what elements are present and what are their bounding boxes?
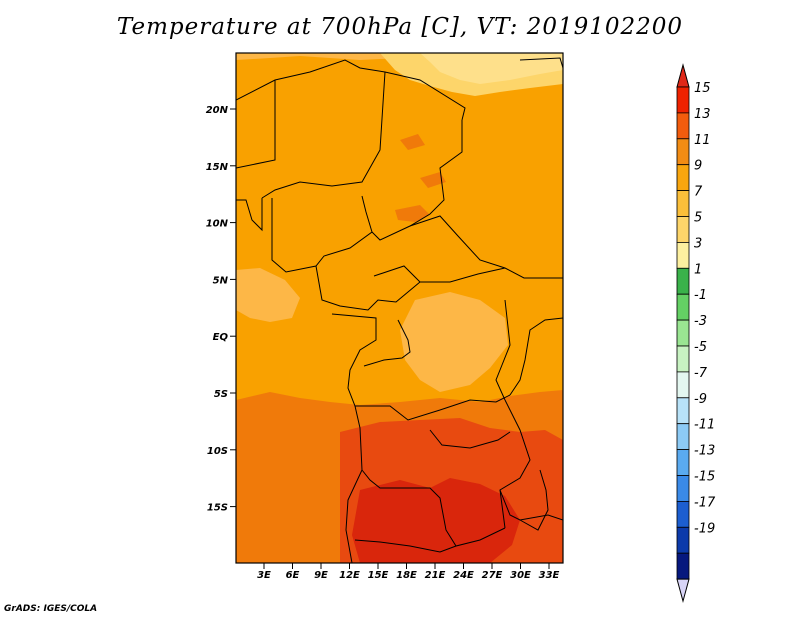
- colorbar-swatch: [676, 112, 690, 140]
- colorbar-swatch: [676, 164, 690, 191]
- lon-tick-label: 6E: [286, 570, 300, 581]
- colorbar-swatch: [676, 526, 690, 554]
- boundary-line: [509, 317, 563, 396]
- boundary-line: [331, 313, 441, 421]
- boundary-line: [371, 120, 463, 241]
- field-lightest-ne: [420, 53, 563, 84]
- colorbar-swatch: [676, 319, 690, 347]
- lat-tick-label: 10N: [206, 219, 229, 230]
- colorbar-label: -1: [694, 288, 707, 303]
- boundary-line: [519, 469, 549, 531]
- grads-credit: GrADS: IGES/COLA: [4, 604, 98, 614]
- boundary-line: [439, 394, 511, 411]
- colorbar-label: -17: [694, 495, 716, 510]
- colorbar-label: 15: [694, 81, 711, 96]
- colorbar-label: 11: [694, 133, 711, 148]
- boundary-line: [429, 429, 511, 449]
- colorbar-label: -13: [694, 444, 715, 459]
- boundary-line: [345, 405, 363, 563]
- colorbar-bottom-arrow: [676, 578, 690, 604]
- field-spot-2: [400, 134, 425, 150]
- boundary-line: [236, 80, 276, 169]
- lat-axis: 20N 15N 10N 5N EQ 5S 10S 15S: [206, 105, 236, 514]
- colorbar-swatch: [676, 475, 690, 502]
- boundary-line: [373, 265, 506, 283]
- lon-tick-label: 15E: [368, 570, 389, 581]
- boundary-line: [499, 489, 563, 521]
- colorbar-swatch: [676, 86, 690, 114]
- lon-tick-label: 24E: [453, 570, 474, 581]
- lat-tick-label: EQ: [213, 332, 229, 343]
- lon-tick-label: 12E: [339, 570, 360, 581]
- colorbar-swatch: [676, 552, 690, 580]
- boundary-line: [361, 469, 506, 547]
- colorbar-label: 5: [694, 211, 702, 226]
- field-red-core: [352, 478, 520, 563]
- lon-tick-label: 30E: [510, 570, 531, 581]
- field-spot-1: [395, 205, 430, 222]
- boundary-line: [363, 319, 411, 367]
- colorbar-swatch: [676, 293, 690, 321]
- lat-tick-label: 15N: [206, 162, 229, 173]
- boundary-line: [409, 215, 563, 279]
- colorbar-swatch: [676, 371, 690, 399]
- field-lighter-congo: [400, 292, 508, 392]
- colorbar-swatch: [676, 190, 690, 217]
- colorbar-swatch: [676, 500, 690, 528]
- boundary-line: [519, 57, 563, 69]
- lon-tick-label: 27E: [482, 570, 503, 581]
- colorbar-top-arrow: [676, 63, 690, 88]
- colorbar-label: -3: [694, 314, 707, 329]
- colorbar-label: 9: [694, 159, 702, 174]
- colorbar-swatch: [676, 397, 690, 425]
- colorbar-label: -19: [694, 521, 715, 536]
- lat-tick-label: 10S: [207, 446, 228, 457]
- lat-tick-label: 5N: [213, 275, 229, 286]
- field-spot-3: [420, 172, 446, 188]
- colorbar-label: 7: [694, 185, 703, 200]
- lat-tick-label: 20N: [206, 105, 229, 116]
- lon-tick-label: 33E: [539, 570, 560, 581]
- colorbar: 15 13 11 9 7 5 3 1 -1 -3 -5 -7 -9 -11 -13 -15 -17 -19: [676, 63, 716, 604]
- lat-tick-label: 5S: [214, 389, 228, 400]
- temperature-field: [236, 53, 563, 563]
- colorbar-label: -9: [694, 392, 707, 407]
- lon-tick-label: 21E: [425, 570, 446, 581]
- colorbar-swatch: [676, 449, 690, 476]
- country-boundaries: [236, 57, 563, 563]
- colorbar-label: 1: [694, 262, 702, 277]
- colorbar-label: 3: [694, 236, 702, 251]
- colorbar-swatch: [676, 345, 690, 373]
- boundary-line: [354, 539, 457, 553]
- colorbar-label: -11: [694, 418, 715, 433]
- colorbar-swatch: [676, 138, 690, 166]
- colorbar-label: 13: [694, 107, 711, 122]
- colorbar-label: -7: [694, 366, 708, 381]
- boundary-line: [236, 198, 263, 232]
- lon-axis: 3E 6E 9E 12E 15E 18E 21E 24E 27E 30E 33E: [257, 563, 560, 581]
- colorbar-swatch: [676, 423, 690, 451]
- lon-tick-label: 9E: [314, 570, 328, 581]
- colorbar-swatch: [676, 267, 690, 295]
- lon-tick-label: 18E: [396, 570, 417, 581]
- lon-tick-label: 3E: [257, 570, 271, 581]
- chart-title: Temperature at 700hPa [C], VT: 201910220…: [116, 14, 684, 40]
- map-frame: [235, 52, 564, 564]
- boundary-line: [495, 299, 511, 401]
- colorbar-swatch: [676, 216, 690, 243]
- boundary-line: [271, 195, 373, 273]
- boundary-line: [315, 265, 421, 311]
- lat-tick-label: 15S: [207, 503, 228, 514]
- colorbar-label: -5: [694, 340, 707, 355]
- colorbar-label: -15: [694, 470, 715, 485]
- boundary-line: [261, 71, 386, 199]
- boundary-line: [236, 59, 466, 121]
- boundary-line: [499, 399, 531, 529]
- field-light-westcoast: [236, 268, 300, 322]
- colorbar-swatch: [676, 241, 690, 269]
